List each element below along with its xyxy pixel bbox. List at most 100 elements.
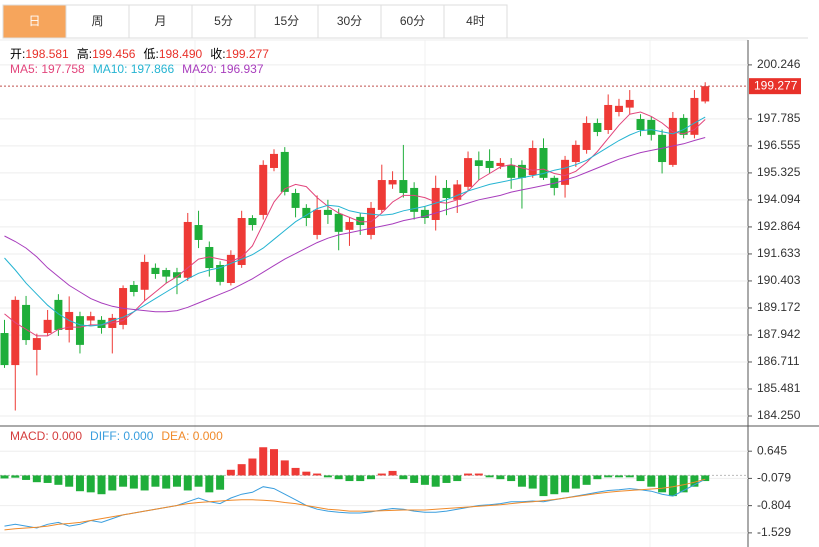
last-price-label: 199.277 — [754, 78, 798, 92]
macd-bar — [356, 475, 365, 482]
candle-body — [464, 158, 473, 187]
candle-body — [485, 160, 494, 168]
candle-body — [377, 180, 386, 210]
indicator-line — [4, 478, 706, 531]
candle-body — [43, 319, 52, 334]
macd-bar — [679, 475, 688, 493]
macd-bar — [367, 475, 376, 480]
candle-body — [97, 319, 106, 328]
macd-bar — [140, 475, 149, 491]
candle-body — [194, 225, 203, 240]
macd-bar — [507, 475, 516, 482]
macd-bar — [625, 475, 634, 478]
y-tick-label: 186.711 — [757, 354, 800, 368]
candle-body — [571, 144, 580, 163]
macd-bar — [237, 464, 246, 476]
candle-body — [345, 221, 354, 230]
tab[interactable] — [2, 4, 67, 39]
macd-bar — [410, 475, 419, 483]
macd-bar — [205, 475, 214, 493]
macd-bar — [162, 475, 171, 489]
info-label: 开: — [10, 47, 26, 61]
tab-label[interactable]: 15分 — [274, 14, 299, 28]
tab-label[interactable]: 月 — [154, 14, 166, 28]
ma-legend: MA5: 197.758 MA10: 197.866 MA20: 196.937 — [10, 62, 264, 76]
candle-body — [248, 218, 257, 226]
candle-body — [140, 261, 149, 290]
candle-body — [507, 164, 516, 178]
candle-body — [334, 213, 343, 232]
macd-bar — [108, 475, 117, 491]
macd-bar — [561, 475, 570, 493]
macd-bar — [183, 475, 192, 491]
candle-body — [226, 254, 235, 283]
macd-bar — [582, 475, 591, 485]
macd-bar — [539, 475, 548, 497]
candle-body — [647, 119, 656, 135]
candle-body — [517, 164, 526, 178]
y-tick-label: 190.403 — [757, 273, 801, 287]
y-tick-label: 0.645 — [757, 443, 787, 457]
tab-label[interactable]: 4时 — [466, 14, 485, 28]
tab[interactable] — [254, 4, 319, 39]
tab[interactable] — [317, 4, 382, 39]
candle-body — [431, 187, 440, 220]
candle-body — [356, 216, 365, 226]
info-item: 收:199.277 — [210, 45, 269, 62]
ohlc-info: 开:198.581 高:199.456 低:198.490 收:199.277 — [10, 45, 269, 62]
macd-bar — [86, 475, 95, 493]
info-value: 198.581 — [25, 47, 69, 61]
tab-label[interactable]: 60分 — [400, 14, 425, 28]
y-tick-label: 191.633 — [757, 246, 801, 260]
tab[interactable] — [191, 4, 256, 39]
legend-entry: MACD: 0.000 — [10, 429, 83, 443]
macd-bar — [636, 475, 645, 482]
tab-label[interactable]: 30分 — [337, 14, 362, 28]
info-label: 高: — [76, 47, 93, 61]
tab-label[interactable]: 周 — [91, 14, 103, 28]
y-tick-label: 184.250 — [757, 408, 801, 422]
tab[interactable] — [128, 4, 193, 39]
macd-bar — [291, 467, 300, 476]
macd-bar — [614, 475, 623, 478]
macd-bar — [345, 475, 354, 482]
y-tick-label: 196.555 — [757, 138, 801, 152]
macd-bar — [334, 475, 343, 480]
macd-bar — [313, 473, 322, 476]
macd-bar — [690, 475, 699, 487]
macd-bar — [420, 475, 429, 485]
candle-body — [593, 122, 602, 132]
candle-body — [399, 180, 408, 193]
macd-bar — [658, 475, 667, 493]
candle-body — [496, 162, 505, 166]
tab-label[interactable]: 日 — [28, 14, 40, 28]
candle-body — [302, 207, 311, 219]
macd-bar — [172, 475, 181, 487]
tab[interactable] — [65, 4, 130, 39]
info-value: 199.277 — [225, 47, 269, 61]
candle-body — [237, 218, 246, 265]
info-label: 低: — [143, 47, 159, 61]
macd-bar — [65, 475, 74, 487]
candle-body — [11, 299, 20, 366]
macd-bar — [647, 475, 656, 487]
tab[interactable] — [443, 4, 508, 39]
macd-bar — [388, 470, 397, 476]
candle-body — [453, 184, 462, 200]
candle-body — [216, 264, 225, 282]
y-tick-label: -0.079 — [757, 471, 791, 485]
candle-body — [0, 333, 9, 366]
macd-bar — [151, 475, 160, 487]
tab-label[interactable]: 5分 — [214, 14, 233, 28]
macd-bar — [377, 473, 386, 476]
macd-legend: MACD: 0.000 DIFF: 0.000 DEA: 0.000 — [10, 429, 223, 443]
macd-bar — [270, 449, 278, 476]
info-item: 高:199.456 — [77, 45, 136, 62]
candle-body — [539, 147, 548, 178]
candle-body — [528, 147, 537, 175]
candle-body — [183, 221, 192, 278]
candle-body — [32, 338, 41, 350]
candle-body — [410, 187, 419, 212]
